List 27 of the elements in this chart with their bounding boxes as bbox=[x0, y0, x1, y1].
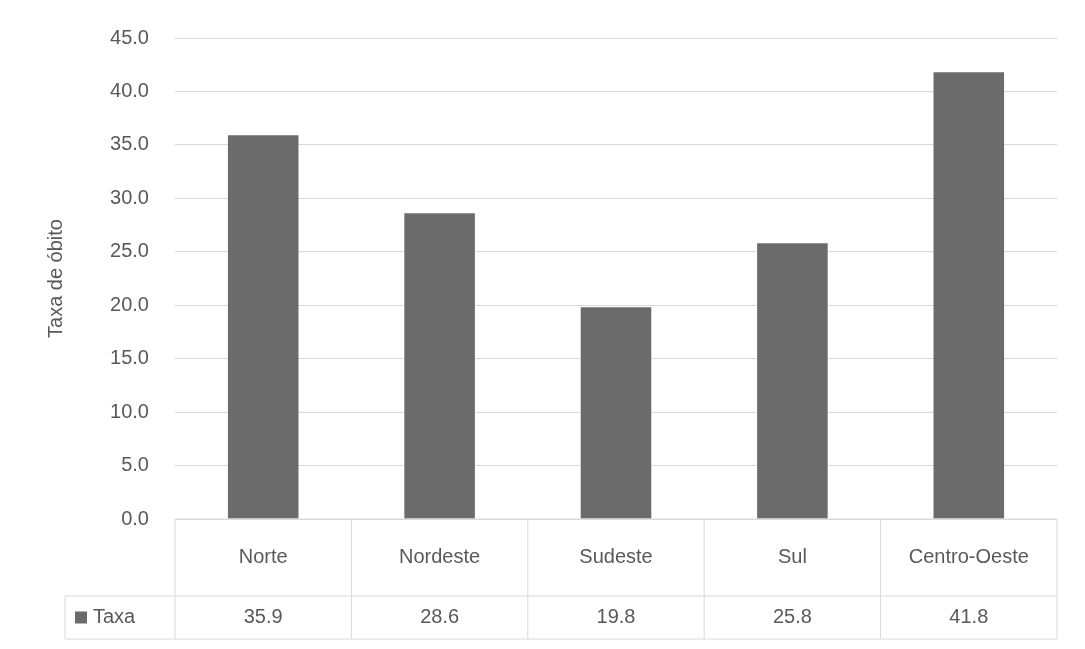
x-tick-label: Sul bbox=[777, 545, 807, 568]
bar bbox=[933, 72, 1005, 519]
y-tick-label: 20.0 bbox=[110, 292, 149, 315]
x-tick-label: Norte bbox=[238, 545, 288, 568]
legend-label: Taxa bbox=[93, 605, 137, 628]
data-label: 35.9 bbox=[243, 605, 283, 628]
bar bbox=[404, 213, 475, 519]
data-label: 41.8 bbox=[949, 605, 989, 628]
y-tick-label: 25.0 bbox=[110, 239, 149, 262]
x-tick-label: Centro-Oeste bbox=[908, 545, 1029, 568]
bar bbox=[227, 135, 299, 519]
data-label: 28.6 bbox=[420, 605, 460, 628]
data-label: 19.8 bbox=[596, 605, 636, 628]
y-tick-label: 35.0 bbox=[110, 132, 149, 155]
y-tick-label: 10.0 bbox=[110, 399, 149, 422]
y-tick-label: 5.0 bbox=[121, 453, 149, 476]
x-tick-label: Nordeste bbox=[399, 545, 481, 568]
y-tick-label: 0.0 bbox=[121, 506, 149, 529]
y-tick-label: 15.0 bbox=[110, 346, 149, 369]
y-tick-label: 40.0 bbox=[110, 78, 149, 101]
bar bbox=[580, 307, 652, 519]
y-tick-label: 30.0 bbox=[110, 185, 149, 208]
bar bbox=[757, 243, 828, 519]
y-axis-title: Taxa de óbito bbox=[43, 219, 66, 338]
x-tick-label: Sudeste bbox=[579, 545, 653, 568]
y-tick-label: 45.0 bbox=[110, 25, 149, 48]
data-label: 25.8 bbox=[772, 605, 812, 628]
